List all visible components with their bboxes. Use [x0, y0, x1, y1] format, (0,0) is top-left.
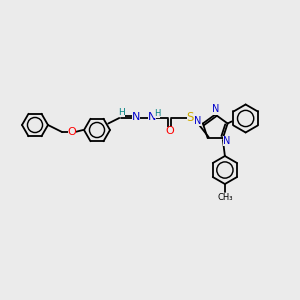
Text: N: N	[223, 136, 231, 146]
Text: CH₃: CH₃	[217, 193, 232, 202]
Text: N: N	[212, 104, 219, 115]
Text: S: S	[187, 111, 194, 124]
Text: H: H	[118, 108, 124, 117]
Text: O: O	[68, 127, 76, 137]
Text: N: N	[148, 112, 156, 122]
Text: N: N	[194, 116, 202, 127]
Text: N: N	[132, 112, 140, 122]
Text: O: O	[165, 127, 174, 136]
Text: H: H	[154, 109, 161, 118]
